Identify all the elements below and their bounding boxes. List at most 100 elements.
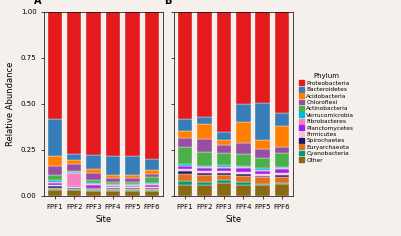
Bar <box>236 122 251 143</box>
Bar <box>178 171 192 174</box>
Bar <box>144 190 159 191</box>
Bar <box>178 164 192 165</box>
Bar <box>178 118 192 131</box>
Bar <box>236 174 251 176</box>
Bar <box>106 156 120 175</box>
Bar <box>197 168 212 171</box>
Bar <box>106 190 120 191</box>
Bar <box>144 189 159 190</box>
Bar <box>125 182 140 184</box>
Bar <box>106 188 120 189</box>
Bar <box>47 156 62 165</box>
Bar <box>236 143 251 154</box>
Bar <box>86 12 101 155</box>
Bar <box>67 189 81 190</box>
Bar <box>106 182 120 184</box>
Bar <box>255 171 270 174</box>
Bar <box>67 172 81 173</box>
Bar <box>197 173 212 175</box>
Bar <box>144 191 159 196</box>
Bar <box>197 124 212 139</box>
Bar <box>47 182 62 183</box>
Bar <box>275 183 290 184</box>
Bar <box>178 131 192 138</box>
Bar <box>106 185 120 186</box>
Bar <box>217 12 231 132</box>
Bar <box>125 186 140 187</box>
Bar <box>255 176 270 177</box>
Bar <box>106 175 120 178</box>
Bar <box>178 138 192 147</box>
Bar <box>255 168 270 170</box>
Bar <box>47 12 62 119</box>
Bar <box>106 178 120 182</box>
Bar <box>125 156 140 175</box>
Bar <box>236 167 251 168</box>
Bar <box>236 104 251 122</box>
Bar <box>275 169 290 173</box>
Bar <box>275 175 290 177</box>
Bar <box>67 188 81 189</box>
Bar <box>125 184 140 185</box>
Bar <box>275 153 290 167</box>
Bar <box>255 140 270 149</box>
Bar <box>197 167 212 168</box>
Bar <box>236 165 251 167</box>
Bar <box>125 175 140 178</box>
X-axis label: Site: Site <box>225 215 241 224</box>
Bar <box>275 126 290 147</box>
X-axis label: Site: Site <box>95 215 111 224</box>
Bar <box>106 189 120 190</box>
Bar <box>47 183 62 185</box>
Bar <box>197 12 212 117</box>
Bar <box>255 12 270 103</box>
Bar <box>255 158 270 168</box>
Bar <box>255 174 270 176</box>
Bar <box>47 188 62 190</box>
Bar <box>144 170 159 174</box>
Bar <box>144 183 159 184</box>
Bar <box>275 167 290 168</box>
Bar <box>125 191 140 196</box>
Bar <box>255 184 270 185</box>
Bar <box>86 190 101 191</box>
Bar <box>217 183 231 196</box>
Bar <box>236 182 251 185</box>
Bar <box>255 149 270 158</box>
Bar <box>106 191 120 196</box>
Bar <box>144 12 159 159</box>
Bar <box>178 185 192 196</box>
Bar <box>217 168 231 171</box>
Bar <box>67 186 81 187</box>
Bar <box>236 185 251 196</box>
Legend: Proteobacteria, Bacteroidetes, Acidobacteria, Chloroflexi, Actinobacteria, Verru: Proteobacteria, Bacteroidetes, Acidobact… <box>298 72 356 164</box>
Bar <box>67 160 81 164</box>
Text: A: A <box>34 0 42 6</box>
Bar <box>217 175 231 180</box>
Bar <box>86 180 101 183</box>
Bar <box>255 103 270 140</box>
Bar <box>275 113 290 126</box>
Bar <box>236 12 251 104</box>
Bar <box>106 186 120 187</box>
Bar <box>86 184 101 185</box>
Bar <box>86 169 101 173</box>
Bar <box>236 168 251 172</box>
Bar <box>86 191 101 196</box>
Bar <box>47 186 62 188</box>
Bar <box>67 12 81 154</box>
Bar <box>47 190 62 196</box>
Bar <box>144 159 159 170</box>
Bar <box>144 187 159 188</box>
Bar <box>275 147 290 153</box>
Bar <box>197 165 212 167</box>
Bar <box>255 177 270 184</box>
Bar <box>67 173 81 186</box>
Bar <box>125 188 140 189</box>
Bar <box>86 189 101 190</box>
Bar <box>106 187 120 188</box>
Bar <box>178 174 192 181</box>
Bar <box>67 187 81 188</box>
Bar <box>125 178 140 182</box>
Bar <box>178 12 192 118</box>
